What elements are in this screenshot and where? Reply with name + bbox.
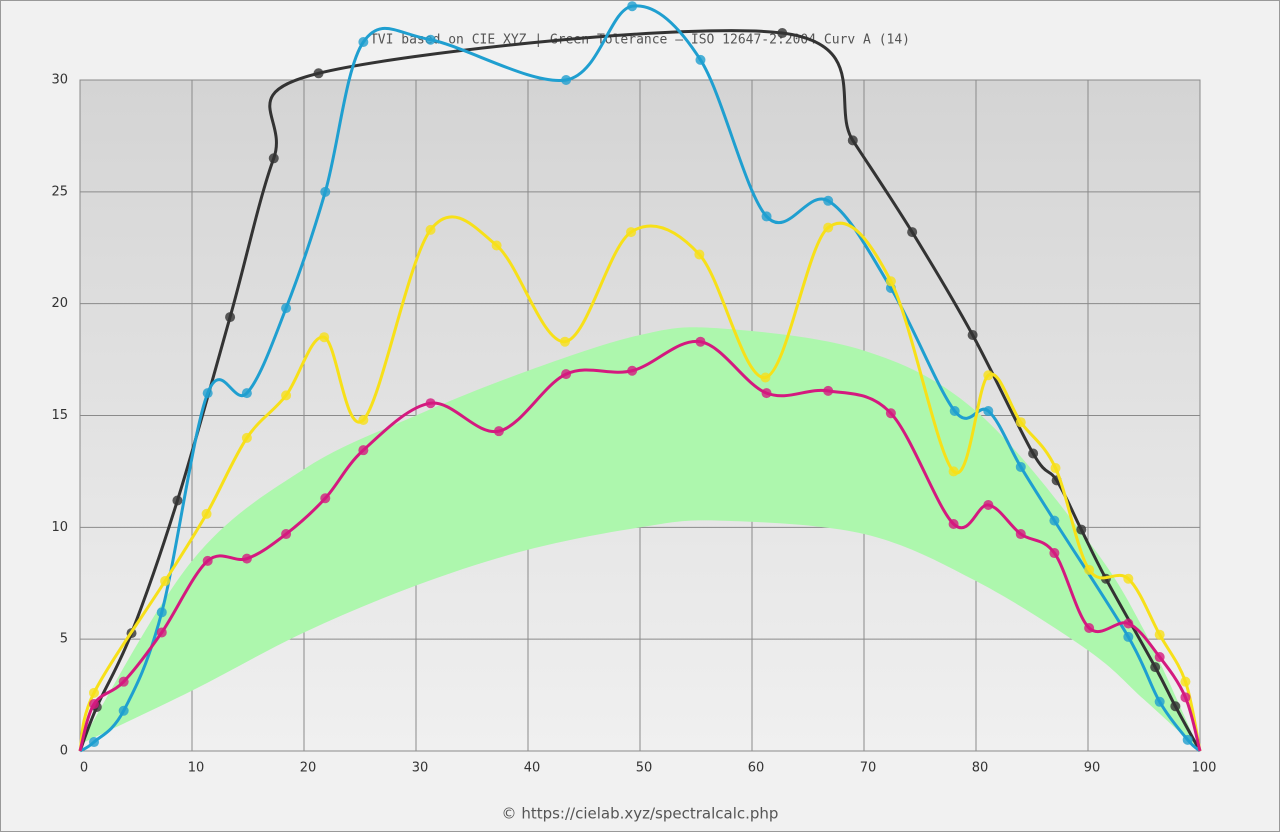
x-tick-label: 60 bbox=[748, 761, 765, 776]
y-tick-label: 0 bbox=[60, 744, 68, 759]
y-tick-label: 10 bbox=[51, 520, 68, 535]
y-tick-label: 5 bbox=[60, 632, 68, 647]
x-tick-label: 70 bbox=[860, 761, 877, 776]
marks bbox=[78, 1, 1202, 753]
y-tick-label: 25 bbox=[51, 184, 68, 199]
x-tick-label: 100 bbox=[1192, 761, 1217, 776]
x-tick-label: 50 bbox=[636, 761, 653, 776]
series-line bbox=[78, 29, 1202, 752]
x-tick-label: 30 bbox=[412, 761, 429, 776]
series-line bbox=[79, 4, 1202, 753]
y-tick-label: 15 bbox=[51, 408, 68, 423]
footer: © https://cielab.xyz/spectralcalc.php bbox=[502, 805, 779, 823]
x-tick-label: 80 bbox=[972, 761, 989, 776]
series-line bbox=[78, 215, 1202, 752]
x-tick-label: 90 bbox=[1084, 761, 1101, 776]
series-line bbox=[78, 339, 1202, 752]
x-tick-label: 40 bbox=[524, 761, 541, 776]
x-tick-label: 0 bbox=[80, 761, 88, 776]
y-tick-label: 30 bbox=[51, 73, 68, 88]
chart-title: TVI based on CIE XYZ | Green Tolerance —… bbox=[370, 33, 910, 48]
tolerance-band bbox=[80, 327, 1200, 751]
x-tick-label: 10 bbox=[188, 761, 205, 776]
x-tick-label: 20 bbox=[300, 761, 317, 776]
y-tick-label: 20 bbox=[51, 296, 68, 311]
